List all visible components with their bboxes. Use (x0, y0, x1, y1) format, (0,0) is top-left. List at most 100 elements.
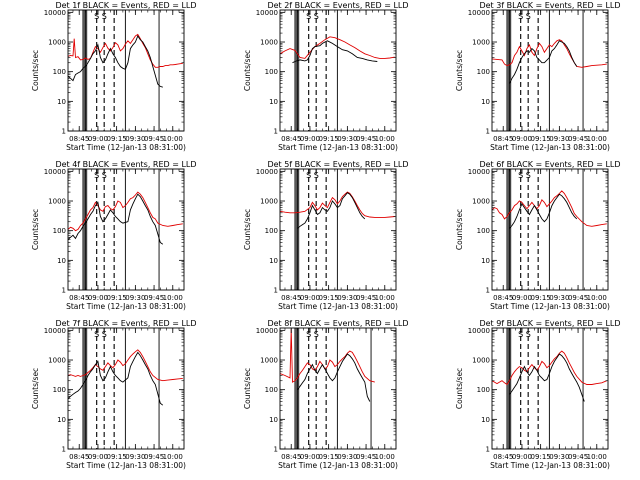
y-tick-label: 10000 (468, 327, 490, 335)
panel-title: Det 1f BLACK = Events, RED = LLD (55, 1, 196, 10)
plot-area: S S (68, 169, 183, 290)
y-tick-label: 1000 (472, 39, 490, 47)
series-line-lld (280, 191, 395, 218)
x-tick-label: 09:30 (125, 135, 145, 143)
y-tick-label: 10000 (468, 9, 490, 17)
marker-label: S S (518, 330, 531, 339)
y-axis-label: Counts/sec (455, 368, 464, 409)
x-tick-label: 10:00 (375, 453, 395, 461)
x-axis-label: Start Time (12-Jan-13 08:31:00) (490, 143, 610, 152)
x-tick-label: 09:30 (549, 294, 569, 302)
x-tick-label: 09:00 (88, 135, 108, 143)
panel-title: Det 6f BLACK = Events, RED = LLD (479, 160, 620, 169)
panel-title: Det 4f BLACK = Events, RED = LLD (55, 160, 196, 169)
x-tick-label: 09:00 (300, 453, 320, 461)
series-line-lld (68, 33, 183, 68)
x-tick-label: 10:00 (587, 453, 607, 461)
panel-1: Det 1f BLACK = Events, RED = LLD Counts/s… (31, 1, 197, 152)
x-tick-label: 10:00 (587, 294, 607, 302)
y-tick-label: 100 (265, 227, 278, 235)
x-tick-label: 09:30 (337, 135, 357, 143)
y-tick-label: 10 (57, 98, 66, 106)
y-tick-label: 100 (265, 68, 278, 76)
plot-area: S S (68, 328, 183, 449)
plot-area: S S (492, 169, 607, 290)
plot-frame (491, 168, 609, 291)
x-tick-label: 09:45 (144, 135, 164, 143)
y-tick-label: 10 (269, 257, 278, 265)
y-tick-label: 10 (481, 257, 490, 265)
y-tick-label: 10 (57, 257, 66, 265)
x-axis-label: Start Time (12-Jan-13 08:31:00) (490, 302, 610, 311)
y-tick-label: 10 (269, 98, 278, 106)
y-tick-label: 1000 (260, 39, 278, 47)
x-tick-label: 10:00 (163, 453, 183, 461)
x-tick-label: 09:00 (512, 294, 532, 302)
x-tick-label: 08:45 (69, 453, 89, 461)
x-tick-label: 09:45 (144, 453, 164, 461)
y-tick-label: 10 (57, 416, 66, 424)
y-tick-label: 10000 (256, 9, 278, 17)
y-axis-label: Counts/sec (243, 368, 252, 409)
y-tick-label: 100 (265, 386, 278, 394)
panel-title: Det 2f BLACK = Events, RED = LLD (267, 1, 408, 10)
x-tick-label: 09:45 (568, 135, 588, 143)
panel-8: Det 8f BLACK = Events, RED = LLD Counts/s… (243, 319, 409, 470)
series-line-events (292, 40, 378, 64)
y-tick-label: 10 (269, 416, 278, 424)
x-tick-label: 09:15 (531, 294, 551, 302)
panel-title: Det 9f BLACK = Events, RED = LLD (479, 319, 620, 328)
panel-title: Det 8f BLACK = Events, RED = LLD (267, 319, 408, 328)
marker-label: S S (306, 330, 319, 339)
series-line-events (68, 351, 164, 406)
plot-area: S S (280, 169, 395, 290)
x-tick-label: 10:00 (163, 135, 183, 143)
x-axis-label: Start Time (12-Jan-13 08:31:00) (66, 143, 186, 152)
x-tick-label: 09:45 (356, 453, 376, 461)
y-tick-label: 100 (477, 386, 490, 394)
x-tick-label: 08:45 (281, 453, 301, 461)
plot-frame (67, 327, 185, 450)
y-tick-label: 100 (477, 68, 490, 76)
series-line-events (297, 192, 366, 229)
x-tick-label: 10:00 (375, 294, 395, 302)
y-tick-label: 100 (53, 386, 66, 394)
y-tick-label: 10000 (44, 168, 66, 176)
x-tick-label: 09:30 (549, 135, 569, 143)
x-tick-label: 09:00 (300, 135, 320, 143)
y-axis-label: Counts/sec (455, 209, 464, 250)
panel-7: Det 7f BLACK = Events, RED = LLD Counts/s… (31, 319, 197, 470)
y-tick-label: 10000 (468, 168, 490, 176)
x-tick-label: 08:45 (69, 135, 89, 143)
x-tick-label: 10:00 (375, 135, 395, 143)
panel-3: Det 3f BLACK = Events, RED = LLD Counts/s… (455, 1, 621, 152)
x-axis-label: Start Time (12-Jan-13 08:31:00) (490, 461, 610, 470)
plot-area: S S (280, 328, 375, 449)
y-tick-label: 1 (486, 446, 490, 454)
x-tick-label: 09:15 (319, 453, 339, 461)
series-line-events (509, 193, 578, 229)
y-axis-label: Counts/sec (243, 50, 252, 91)
plot-area: S S (280, 10, 395, 131)
x-tick-label: 09:30 (125, 294, 145, 302)
panel-title: Det 3f BLACK = Events, RED = LLD (479, 1, 620, 10)
x-tick-label: 10:00 (163, 294, 183, 302)
plot-frame (67, 168, 185, 291)
x-axis-label: Start Time (12-Jan-13 08:31:00) (66, 461, 186, 470)
x-tick-label: 09:15 (531, 453, 551, 461)
series-line-lld (68, 349, 183, 382)
y-tick-label: 1000 (472, 198, 490, 206)
y-tick-label: 100 (477, 227, 490, 235)
x-tick-label: 09:15 (107, 294, 127, 302)
x-tick-label: 08:45 (493, 453, 513, 461)
x-axis-label: Start Time (12-Jan-13 08:31:00) (278, 461, 398, 470)
y-tick-label: 1 (274, 128, 278, 136)
series-line-lld (492, 350, 607, 386)
plot-frame (279, 168, 397, 291)
x-tick-label: 09:30 (125, 453, 145, 461)
x-tick-label: 09:30 (549, 453, 569, 461)
plot-frame (279, 9, 397, 132)
x-tick-label: 09:00 (300, 294, 320, 302)
y-tick-label: 10000 (44, 9, 66, 17)
plot-area: S S (68, 10, 183, 131)
